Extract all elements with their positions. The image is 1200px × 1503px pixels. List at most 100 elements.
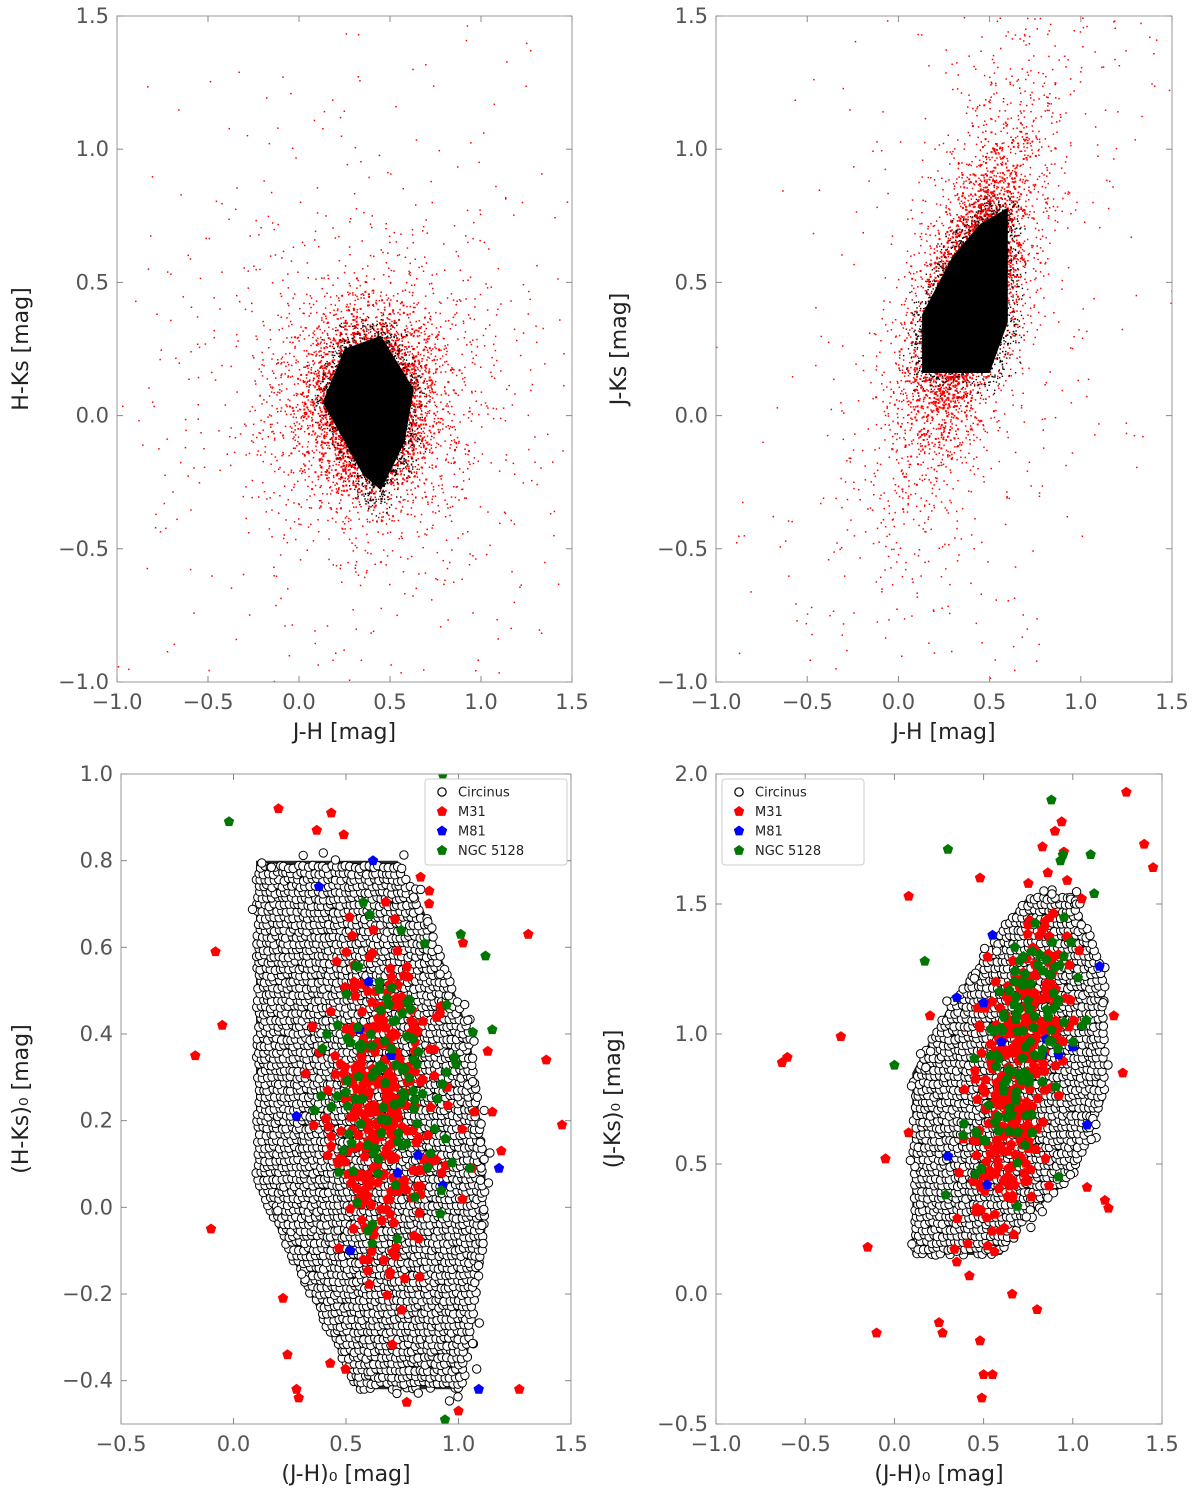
field-point xyxy=(363,294,365,296)
field-point xyxy=(277,314,279,317)
field-point xyxy=(282,453,285,456)
field-point xyxy=(229,435,231,438)
field-point xyxy=(328,370,331,373)
field-point xyxy=(327,334,329,336)
field-point xyxy=(424,495,427,498)
field-point xyxy=(439,357,442,360)
field-point xyxy=(318,362,320,364)
field-point xyxy=(434,355,437,358)
field-point xyxy=(357,476,360,479)
field-point xyxy=(347,465,350,468)
field-point xyxy=(211,575,213,577)
field-point xyxy=(374,329,376,332)
field-point xyxy=(221,364,223,367)
field-point xyxy=(321,414,324,416)
field-point xyxy=(312,332,314,334)
field-point xyxy=(549,513,552,515)
field-point xyxy=(318,406,321,408)
field-point xyxy=(355,478,358,480)
field-point xyxy=(255,219,257,222)
field-point xyxy=(407,345,410,348)
field-point xyxy=(321,474,323,476)
field-point xyxy=(388,345,391,348)
field-point xyxy=(428,368,431,370)
field-point xyxy=(399,313,401,316)
field-point xyxy=(387,297,390,299)
field-point xyxy=(349,325,351,327)
field-point xyxy=(409,332,411,334)
field-point xyxy=(510,300,512,302)
field-point xyxy=(321,332,324,334)
field-point xyxy=(382,251,384,254)
field-point xyxy=(435,347,437,350)
field-point xyxy=(317,412,319,415)
field-point xyxy=(359,80,361,82)
field-point xyxy=(337,454,340,456)
field-point xyxy=(457,255,460,257)
field-point xyxy=(461,353,463,356)
field-point xyxy=(534,436,536,438)
field-point xyxy=(386,555,389,557)
field-point xyxy=(360,489,363,492)
field-point xyxy=(344,523,346,525)
field-point xyxy=(302,312,304,314)
field-point xyxy=(356,323,359,326)
field-point xyxy=(340,317,342,319)
field-point xyxy=(413,368,415,370)
field-point xyxy=(404,459,407,461)
field-point xyxy=(383,302,385,304)
field-point xyxy=(450,434,452,436)
field-point xyxy=(262,460,264,463)
field-point xyxy=(455,442,458,445)
field-point xyxy=(388,498,391,500)
field-point xyxy=(307,395,310,397)
field-point xyxy=(289,352,291,355)
field-point xyxy=(327,274,329,277)
field-point xyxy=(156,313,158,315)
field-point xyxy=(461,488,463,491)
field-point xyxy=(566,201,569,203)
field-point xyxy=(396,332,399,334)
field-point xyxy=(308,384,311,386)
field-point xyxy=(287,474,290,476)
field-point xyxy=(402,460,405,462)
field-point xyxy=(297,383,299,385)
field-point xyxy=(303,395,305,398)
field-point xyxy=(332,433,335,436)
field-point xyxy=(324,366,326,369)
field-point xyxy=(269,384,271,386)
field-point xyxy=(356,467,358,470)
field-point xyxy=(299,334,301,336)
field-point xyxy=(340,310,343,313)
field-point xyxy=(346,309,348,312)
field-point xyxy=(254,409,256,412)
field-point xyxy=(267,436,269,438)
field-point xyxy=(346,445,348,448)
field-point xyxy=(429,317,431,320)
field-point xyxy=(275,575,278,577)
field-point xyxy=(419,521,422,523)
field-point xyxy=(395,105,397,108)
field-point xyxy=(423,330,426,333)
field-point xyxy=(344,477,346,480)
field-point xyxy=(355,324,358,326)
field-point xyxy=(416,346,418,348)
field-point xyxy=(343,649,345,651)
field-point xyxy=(408,460,410,462)
field-point xyxy=(327,519,329,522)
field-point xyxy=(361,474,364,476)
field-point xyxy=(428,357,431,359)
field-point xyxy=(154,527,157,529)
field-point xyxy=(393,313,395,315)
field-point xyxy=(335,368,337,371)
field-point xyxy=(424,491,426,493)
field-point xyxy=(273,228,275,231)
field-point xyxy=(421,360,423,362)
field-point xyxy=(376,320,378,322)
field-point xyxy=(316,311,318,314)
field-point xyxy=(441,484,443,486)
field-point xyxy=(307,399,310,401)
field-point xyxy=(213,297,215,299)
field-point xyxy=(317,342,319,344)
field-point xyxy=(367,746,369,748)
